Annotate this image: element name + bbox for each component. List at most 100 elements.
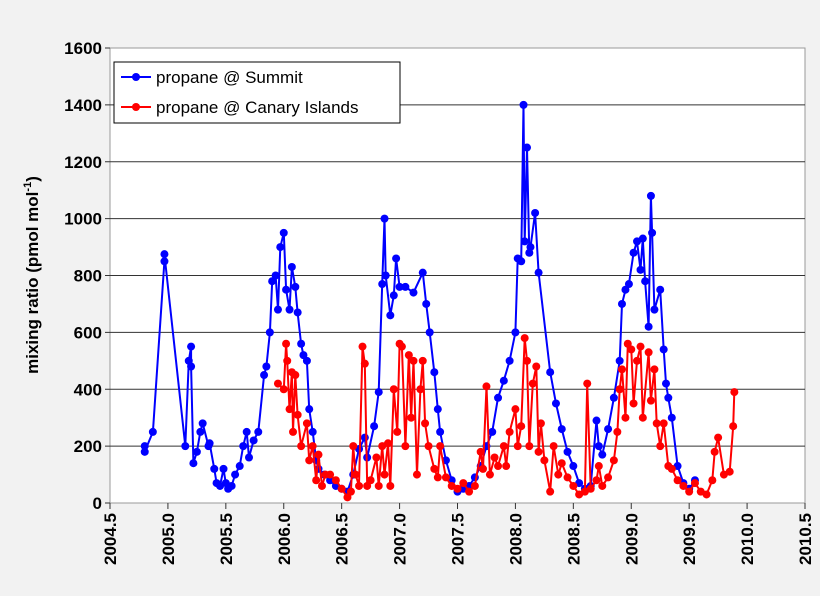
data-point: [148, 427, 157, 436]
data-point: [404, 351, 413, 360]
data-point: [279, 228, 288, 237]
data-point: [430, 464, 439, 473]
data-point: [673, 476, 682, 485]
data-point: [308, 427, 317, 436]
data-point: [422, 299, 431, 308]
data-point: [621, 413, 630, 422]
data-point: [360, 433, 369, 442]
data-point: [285, 405, 294, 414]
data-point: [395, 282, 404, 291]
data-point: [355, 481, 364, 490]
data-point: [160, 250, 169, 259]
data-point: [198, 419, 207, 428]
data-point: [433, 405, 442, 414]
data-point: [646, 191, 655, 200]
data-point: [297, 339, 306, 348]
data-point: [586, 484, 595, 493]
data-point: [140, 447, 149, 456]
data-point: [557, 425, 566, 434]
data-point: [534, 447, 543, 456]
data-point: [436, 442, 445, 451]
data-point: [546, 487, 555, 496]
data-point: [265, 328, 274, 337]
data-point: [291, 282, 300, 291]
data-point: [374, 388, 383, 397]
data-point: [389, 291, 398, 300]
data-point: [598, 450, 607, 459]
y-axis-label: mixing ratio (pmol mol-1): [22, 176, 42, 374]
data-point: [546, 368, 555, 377]
data-point: [282, 339, 291, 348]
data-point: [690, 479, 699, 488]
data-point: [370, 422, 379, 431]
data-point: [563, 447, 572, 456]
data-point: [609, 456, 618, 465]
data-point: [418, 268, 427, 277]
data-point: [308, 442, 317, 451]
data-point: [453, 484, 462, 493]
data-point: [254, 427, 263, 436]
series-canary-islands: [273, 334, 739, 502]
data-point: [648, 228, 657, 237]
data-point: [160, 257, 169, 266]
data-point: [312, 476, 321, 485]
data-point: [714, 433, 723, 442]
x-tick-label: 2010.0: [738, 513, 757, 565]
data-point: [609, 393, 618, 402]
data-point: [583, 379, 592, 388]
data-point: [273, 379, 282, 388]
data-point: [302, 419, 311, 428]
legend-canary-label: propane @ Canary Islands: [156, 98, 358, 117]
x-tick-label: 2004.5: [101, 513, 120, 565]
data-point: [594, 442, 603, 451]
data-point: [273, 305, 282, 314]
y-tick-label: 1200: [64, 153, 102, 172]
data-point: [366, 476, 375, 485]
y-tick-label: 200: [74, 437, 102, 456]
data-point: [433, 473, 442, 482]
data-point: [710, 447, 719, 456]
y-tick-label: 0: [93, 494, 102, 513]
data-point: [679, 481, 688, 490]
data-point: [488, 427, 497, 436]
data-point: [249, 436, 258, 445]
data-point: [505, 427, 514, 436]
data-point: [646, 396, 655, 405]
data-point: [380, 470, 389, 479]
data-point: [569, 462, 578, 471]
data-point: [386, 481, 395, 490]
data-point: [381, 271, 390, 280]
data-point: [652, 419, 661, 428]
data-point: [412, 470, 421, 479]
data-point: [470, 481, 479, 490]
data-point: [219, 464, 228, 473]
x-tick-label: 2010.5: [796, 513, 815, 565]
data-point: [520, 237, 529, 246]
data-point: [667, 413, 676, 422]
data-point: [563, 473, 572, 482]
data-point: [187, 362, 196, 371]
x-tick-label: 2007.5: [449, 513, 468, 565]
data-point: [730, 388, 739, 397]
data-point: [205, 439, 214, 448]
data-point: [189, 459, 198, 468]
data-point: [613, 427, 622, 436]
data-point: [421, 419, 430, 428]
data-point: [523, 143, 531, 152]
data-point: [662, 379, 670, 388]
y-tick-label: 600: [74, 323, 102, 342]
data-point: [289, 427, 298, 436]
data-point: [239, 442, 248, 451]
data-point: [604, 425, 613, 434]
data-point: [407, 413, 416, 422]
data-point: [317, 481, 326, 490]
x-tick-label: 2008.5: [564, 513, 583, 565]
data-point: [235, 462, 244, 471]
x-tick-label: 2006.0: [275, 513, 294, 565]
data-point: [523, 356, 531, 365]
data-point: [638, 413, 647, 422]
data-point: [210, 464, 219, 473]
data-point: [409, 356, 418, 365]
data-point: [641, 277, 650, 286]
data-point: [494, 393, 503, 402]
